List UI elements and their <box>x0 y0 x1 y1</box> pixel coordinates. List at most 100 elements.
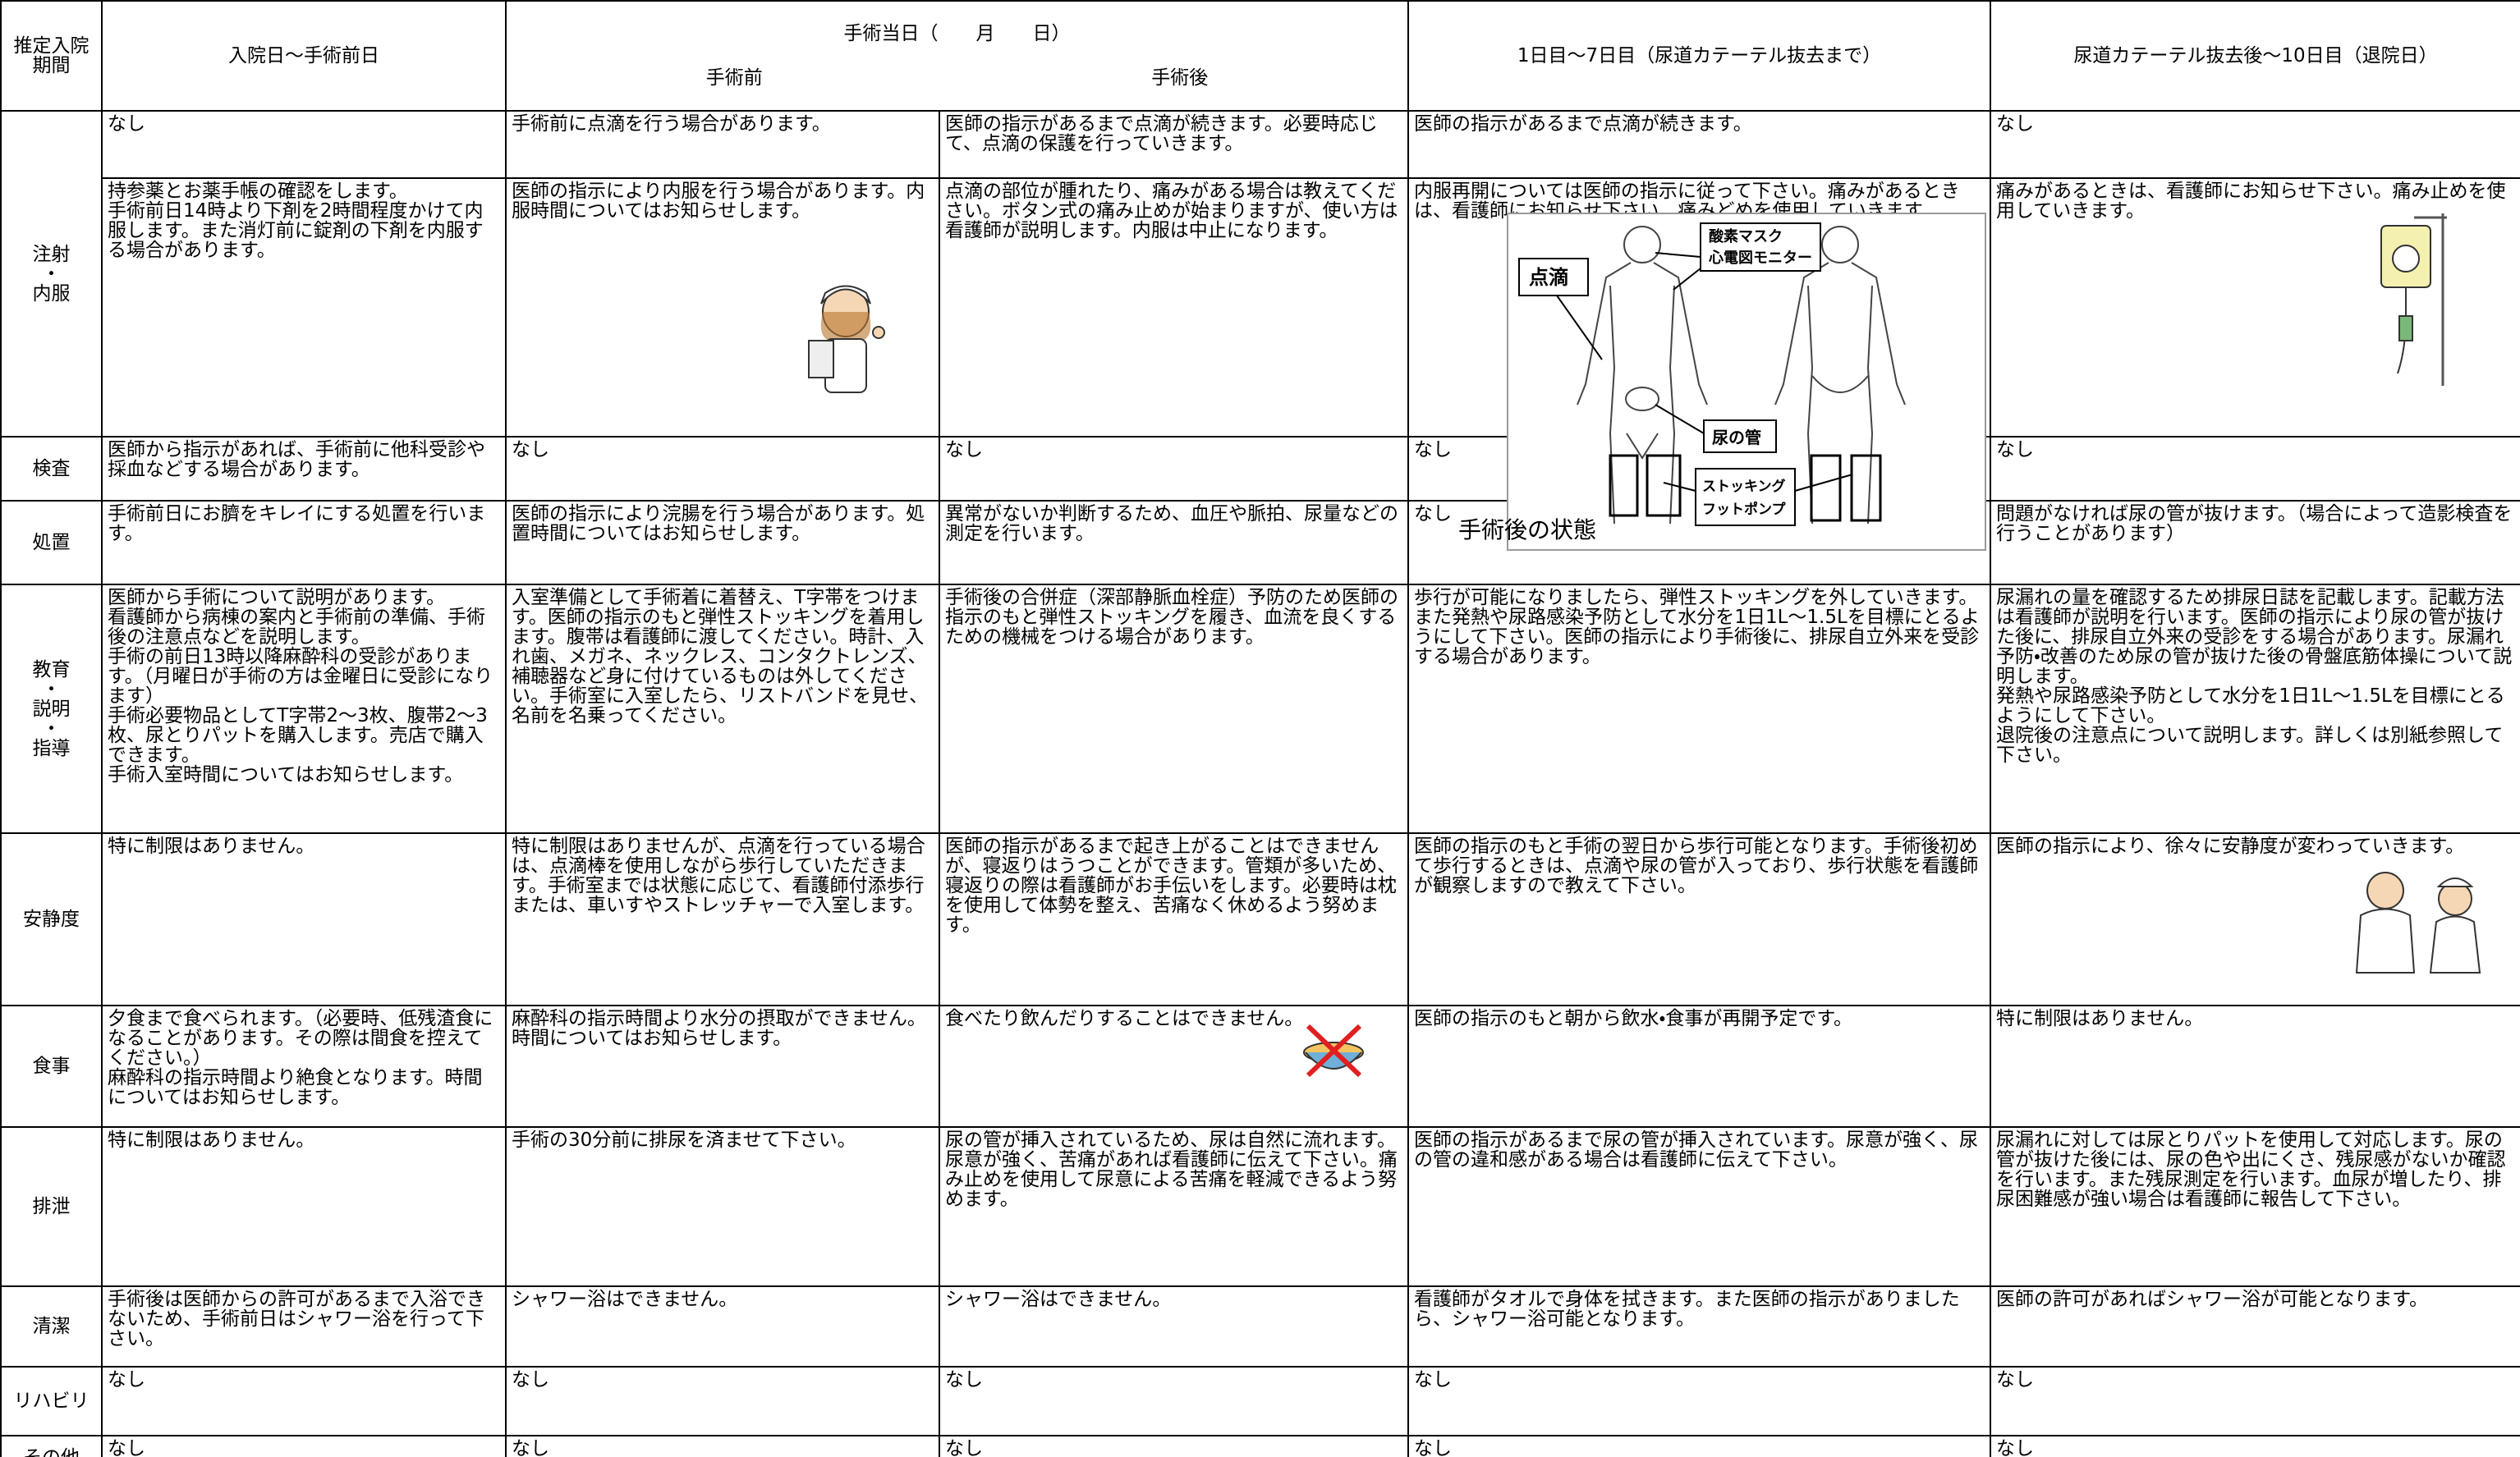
row-label-line: ・ <box>42 263 61 285</box>
cell: なし <box>101 1366 507 1436</box>
cell: 医師から手術について説明があります。 看護師から病棟の案内と手術前の準備、手術後… <box>101 584 507 834</box>
fig-label: 心電図モニター <box>1708 249 1812 267</box>
iv-illustration <box>2380 213 2447 386</box>
surgery-day-title: 手術当日（ 月 日） <box>843 23 1071 44</box>
cell: 医師の指示があるまで起き上がることはできませんが、寝返りはうつことができます。管… <box>939 832 1409 1006</box>
row-label: 注射・内服 <box>0 110 103 438</box>
row-label: 食事 <box>0 1005 103 1128</box>
cell: なし <box>1990 1435 2520 1457</box>
header-row: 推定入院 期間 入院日～手術前日 手術当日（ 月 日） 手術前 手術後 1日目～7日… <box>0 0 2520 112</box>
row-label-line: ・ <box>42 717 61 740</box>
sub-after: 手術後 <box>1151 67 1209 89</box>
table-row: 排泄 特に制限はありません。 手術の30分前に排尿を済ませて下さい。 尿の管が挿入され… <box>0 1126 2520 1287</box>
cell: 医師の指示のもと朝から飲水・食事が再開予定です。 <box>1407 1005 1991 1128</box>
table-body: 注射・内服 なし 手術前に点滴を行う場合があります。 医師の指示があるまで点滴が続きま… <box>0 110 2520 1457</box>
table-row: 安静度 特に制限はありません。 特に制限はありませんが、点滴を行っている場合は、点滴… <box>0 832 2520 1006</box>
nurse-illustration <box>808 285 885 393</box>
table-row: 食事 夕食まで食べられます。（必要時、低残渣食になることがあります。その際は間食を… <box>0 1005 2520 1128</box>
cell: 手術前に点滴を行う場合があります。 <box>505 110 940 179</box>
cell: 入室準備として手術着に着替え、T字帯をつけます。医師の指示のもと弾性ストッキング… <box>505 584 940 834</box>
cell: なし <box>101 110 507 179</box>
fig-caption: 手術後の状態 <box>1458 516 1596 543</box>
row-label: その他 <box>0 1435 103 1457</box>
cell: 医師の指示により、徐々に安静度が変わっていきます。 <box>1990 832 2520 1006</box>
table-row: 教育・説明・指導 医師から手術について説明があります。 看護師から病棟の案内と手術… <box>0 584 2520 834</box>
cell: 医師の指示により浣腸を行う場合があります。処置時間についてはお知らせします。 <box>505 500 940 585</box>
fig-label: フットポンプ <box>1702 501 1786 518</box>
table-row: リハビリ なし なし なし なし なし <box>0 1366 2520 1436</box>
row-label-line: 教育 <box>32 658 71 680</box>
row-label-text: 排泄 <box>32 1196 71 1217</box>
cell: 問題がなければ尿の管が抜けます。（場合によって造影検査を行うことがあります） <box>1990 500 2520 585</box>
cell: 麻酔科の指示時間より水分の摂取ができません。時間についてはお知らせします。 <box>505 1005 940 1128</box>
header-label-line: 期間 <box>32 55 71 76</box>
cell: 異常がないか判断するため、血圧や脈拍、尿量などの測定を行います。 <box>939 500 1409 585</box>
cell: 医師の指示があるまで点滴が続きます。必要時応じて、点滴の保護を行っていきます。 <box>939 110 1409 179</box>
row-label-line: 注射 <box>32 243 71 265</box>
cell: 手術後の合併症（深部静脈血栓症）予防のため医師の指示のもと弾性ストッキングを履き… <box>939 584 1409 834</box>
header-col: 尿道カテーテル抜去後～10日目（退院日） <box>1990 0 2520 112</box>
cell: なし <box>505 1435 940 1457</box>
cell: 特に制限はありませんが、点滴を行っている場合は、点滴棒を使用しながら歩行していた… <box>505 832 940 1006</box>
fig-label: ストッキング <box>1702 478 1786 495</box>
row-label-text: 検査 <box>32 458 71 479</box>
row-label-text: 食事 <box>32 1056 71 1077</box>
row-label: リハビリ <box>0 1366 103 1436</box>
row-label-line: ・ <box>42 678 61 700</box>
cell: 手術後は医師からの許可があるまで入浴できないため、手術前日はシャワー浴を行って下… <box>101 1285 507 1368</box>
row-label-text: リハビリ <box>13 1391 90 1412</box>
cell: 医師から指示があれば、手術前に他科受診や採血などする場合があります。 <box>101 436 507 502</box>
row-label-line: 内服 <box>32 282 71 305</box>
cell: 尿漏れに対しては尿とりパットを使用して対応します。尿の管が抜けた後には、尿の色や… <box>1990 1126 2520 1287</box>
cell: 夕食まで食べられます。（必要時、低残渣食になることがあります。その際は間食を控え… <box>101 1005 507 1128</box>
row-label-text: その他 <box>3 1448 99 1457</box>
table-row: その他なしなしなしなしなし <box>0 1435 2520 1457</box>
cell: なし <box>939 436 1409 502</box>
cell: シャワー浴はできません。 <box>505 1285 940 1368</box>
cell: なし <box>1990 436 2520 502</box>
row-label: 教育・説明・指導 <box>0 584 103 834</box>
cell: 尿の管が挿入されているため、尿は自然に流れます。尿意が強く、苦痛があれば看護師に… <box>939 1126 1409 1287</box>
header-label-line: 推定入院 <box>13 35 90 57</box>
cell: 特に制限はありません。 <box>1990 1005 2520 1128</box>
header-col: 1日目～7日目（尿道カテーテル抜去まで） <box>1407 0 1991 112</box>
doctors-illustration <box>2355 872 2481 974</box>
fig-label: 点滴 <box>1529 266 1568 289</box>
row-label-line: 説明 <box>32 698 71 720</box>
table-row: 持参薬とお薬手帳の確認をします。 手術前日14時より下剤を2時間程度かけて内服し… <box>1 177 2520 438</box>
cell: 歩行が可能になりましたら、弾性ストッキングを外していきます。また発熱や尿路感染予… <box>1407 584 1991 834</box>
row-label: 処置 <box>0 500 103 585</box>
sub-before: 手術前 <box>705 67 763 89</box>
cell: なし <box>939 1435 1409 1457</box>
cell: 医師の指示があるまで尿の管が挿入されています。尿意が強く、尿の管の違和感がある場… <box>1407 1126 1991 1287</box>
table-row: 検査 医師から指示があれば、手術前に他科受診や採血などする場合があります。 なし なし… <box>0 436 2520 502</box>
no-food-illustration <box>1303 1024 1364 1078</box>
cell: なし <box>1407 1435 1991 1457</box>
fig-label: 尿の管 <box>1712 428 1761 447</box>
cell: なし <box>939 1366 1409 1436</box>
row-label-line: 指導 <box>32 737 71 759</box>
cell: なし <box>101 1435 507 1457</box>
row-label-text: 安静度 <box>23 909 80 930</box>
cell: なし <box>1990 110 2520 179</box>
cell: シャワー浴はできません。 <box>939 1285 1409 1368</box>
row-label-text: 清潔 <box>32 1316 71 1337</box>
table-row: 清潔 手術後は医師からの許可があるまで入浴できないため、手術前日はシャワー浴を行っ… <box>0 1285 2520 1368</box>
table-row: 注射・内服 なし 手術前に点滴を行う場合があります。 医師の指示があるまで点滴が続きま… <box>0 110 2520 438</box>
cell: 特に制限はありません。 <box>101 1126 507 1287</box>
cell: 医師の許可があればシャワー浴が可能となります。 <box>1990 1285 2520 1368</box>
row-label: 安静度 <box>0 832 103 1006</box>
row-label: 検査 <box>0 436 103 502</box>
fig-label: 酸素マスク <box>1709 227 1783 245</box>
cell: 痛みがあるときは、看護師にお知らせ下さい。痛み止めを使用していきます。 <box>1990 177 2520 438</box>
row-label: 排泄 <box>0 1126 103 1287</box>
row-label: 清潔 <box>0 1285 103 1368</box>
cell: 医師の指示があるまで点滴が続きます。 <box>1407 110 1991 179</box>
cell: 手術前日にお臍をキレイにする処置を行います。 <box>101 500 507 585</box>
post-op-diagram: 酸素マスク 心電図モニター 点滴 尿の管 ストッキング フットポンプ 手術後の状… <box>1458 213 1986 551</box>
surgery-day-sub: 手術前 手術後 <box>512 68 1402 88</box>
